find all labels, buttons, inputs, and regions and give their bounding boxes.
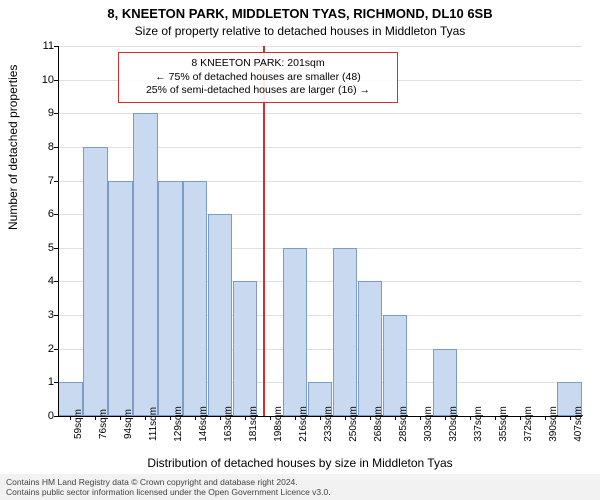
x-tick-mark [295,416,296,420]
x-tick-mark [170,416,171,420]
y-tick-label: 11 [24,40,54,52]
y-tick-label: 3 [24,309,54,321]
footer-line-1: Contains HM Land Registry data © Crown c… [6,477,594,487]
footer-line-2: Contains public sector information licen… [6,487,594,497]
y-tick-label: 7 [24,175,54,187]
x-tick-label: 303sqm [423,406,434,442]
x-tick-label: 129sqm [173,406,184,442]
x-axis-label: Distribution of detached houses by size … [0,456,600,470]
plot-area: 8 KNEETON PARK: 201sqm ← 75% of detached… [58,46,582,416]
y-tick-label: 5 [24,242,54,254]
y-tick-label: 10 [24,74,54,86]
annotation-box: 8 KNEETON PARK: 201sqm ← 75% of detached… [118,52,398,103]
x-tick-mark [245,416,246,420]
x-tick-label: 146sqm [198,406,209,442]
chart-title: 8, KNEETON PARK, MIDDLETON TYAS, RICHMON… [0,6,600,21]
annotation-line-1: 8 KNEETON PARK: 201sqm [127,57,389,71]
x-tick-mark [370,416,371,420]
x-tick-mark [345,416,346,420]
bar [108,181,132,416]
x-tick-label: 233sqm [323,406,334,442]
y-tick-label: 4 [24,275,54,287]
x-tick-mark [545,416,546,420]
x-tick-mark [420,416,421,420]
x-tick-label: 76sqm [98,409,109,439]
gridline [58,46,582,47]
x-tick-label: 407sqm [573,406,584,442]
bar [83,147,107,416]
chart-subtitle: Size of property relative to detached ho… [0,24,600,38]
bar [383,315,407,416]
x-tick-label: 163sqm [223,406,234,442]
annotation-line-3: 25% of semi-detached houses are larger (… [127,84,389,98]
x-tick-mark [520,416,521,420]
x-tick-mark [470,416,471,420]
x-tick-label: 285sqm [398,406,409,442]
x-tick-label: 268sqm [373,406,384,442]
x-tick-label: 94sqm [123,409,134,439]
x-tick-mark [70,416,71,420]
bar [333,248,357,416]
bar [158,181,182,416]
x-tick-label: 372sqm [523,406,534,442]
x-tick-mark [220,416,221,420]
y-tick-label: 6 [24,208,54,220]
footer-attribution: Contains HM Land Registry data © Crown c… [0,474,600,500]
x-tick-mark [120,416,121,420]
property-size-chart: 8, KNEETON PARK, MIDDLETON TYAS, RICHMON… [0,0,600,500]
x-tick-label: 216sqm [298,406,309,442]
y-axis-label: Number of detached properties [6,65,20,230]
x-tick-mark [195,416,196,420]
x-tick-label: 320sqm [448,406,459,442]
bar [358,281,382,416]
x-tick-label: 111sqm [148,407,159,441]
x-tick-label: 181sqm [248,406,259,442]
bar [208,214,232,416]
x-tick-mark [320,416,321,420]
bar [183,181,207,416]
bar [233,281,257,416]
x-tick-mark [495,416,496,420]
x-tick-label: 390sqm [548,406,559,442]
y-tick-label: 0 [24,410,54,422]
x-tick-mark [570,416,571,420]
y-tick-label: 9 [24,107,54,119]
x-tick-mark [395,416,396,420]
x-tick-label: 337sqm [473,406,484,442]
y-tick-label: 1 [24,376,54,388]
x-tick-label: 59sqm [73,409,84,439]
y-axis-line [58,46,59,416]
bar [283,248,307,416]
y-tick-label: 8 [24,141,54,153]
x-tick-mark [95,416,96,420]
x-tick-mark [270,416,271,420]
bar [133,113,157,416]
annotation-line-2: ← 75% of detached houses are smaller (48… [127,71,389,85]
x-tick-label: 355sqm [498,406,509,442]
y-tick-label: 2 [24,343,54,355]
x-tick-mark [445,416,446,420]
x-tick-mark [145,416,146,420]
x-tick-label: 198sqm [273,406,284,442]
x-tick-label: 250sqm [348,406,359,442]
